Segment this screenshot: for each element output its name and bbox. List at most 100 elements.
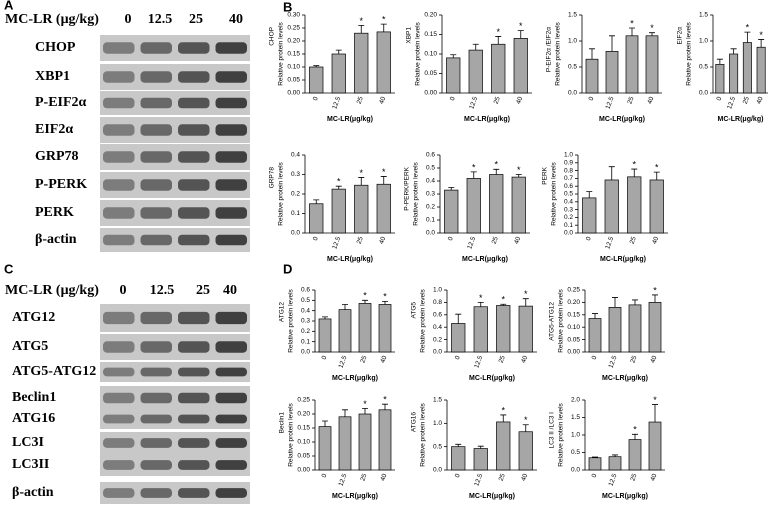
x-axis-label: MC-LR(μg/kg)	[469, 493, 515, 500]
error-bar	[517, 30, 524, 39]
blot-strip	[100, 409, 250, 429]
y-tick-label: 0.25	[297, 397, 310, 404]
y-tick-label: 0.15	[424, 31, 437, 38]
blot-band	[178, 151, 210, 163]
y-tick-label: 0.5	[426, 165, 435, 172]
bar	[585, 58, 599, 94]
bar	[605, 51, 619, 94]
bar	[354, 32, 369, 94]
significance: *	[359, 168, 363, 178]
y-axis-label: Relative protein levels	[555, 21, 562, 85]
error-bar	[586, 191, 593, 198]
significance: *	[359, 16, 363, 26]
blot-band	[103, 151, 135, 163]
bar	[518, 431, 533, 471]
blot-band	[103, 179, 135, 191]
bar	[648, 421, 662, 471]
y-tick-label: 0.6	[426, 152, 435, 159]
x-tick-label: 25	[626, 96, 635, 106]
error-bar	[477, 302, 484, 307]
x-tick-label: 0	[449, 96, 457, 102]
y-tick-label: 0.3	[291, 171, 300, 178]
x-tick-label: 12.5	[331, 96, 342, 111]
y-tick-label: 0.8	[564, 167, 573, 174]
dose-label: 12.5	[150, 283, 175, 298]
error-bar	[515, 174, 522, 178]
blot-row-label: ATG5	[12, 339, 48, 354]
blot-band	[103, 234, 135, 246]
blot-row-label: LC3I	[12, 435, 44, 450]
x-tick-label: 0	[321, 473, 329, 479]
bar	[582, 197, 597, 234]
y-axis-label: Relative protein levels	[288, 402, 295, 466]
error-bar	[362, 408, 368, 414]
blot-band	[215, 488, 247, 498]
blot-band	[178, 42, 210, 54]
x-tick-label: 40	[651, 236, 660, 246]
blot-row-label: PERK	[35, 205, 74, 220]
x-tick-label: 40	[520, 473, 529, 483]
y-tick-label: 2.0	[571, 397, 580, 404]
y-tick-label: 0.20	[424, 12, 437, 19]
bar	[491, 43, 506, 94]
bar	[376, 183, 391, 234]
error-bar	[716, 58, 723, 65]
error-bar	[612, 454, 618, 457]
dose-label: 12.5	[148, 12, 173, 27]
chart-title: PERK	[542, 166, 549, 184]
y-tick-label: 0.6	[564, 183, 573, 190]
y-tick-label: 0.20	[287, 38, 300, 45]
y-tick-label: 0.30	[287, 12, 300, 19]
error-bar	[380, 176, 387, 185]
blot-band	[103, 438, 135, 448]
x-tick-label: 12.5	[473, 355, 484, 370]
bar	[588, 318, 602, 353]
bar	[338, 309, 352, 353]
error-bar	[609, 35, 615, 52]
blot-band	[178, 341, 210, 353]
y-tick-label: 0.0	[571, 467, 580, 474]
blot-band	[178, 179, 210, 191]
y-tick-label: 1.0	[564, 152, 573, 159]
x-axis-label: MC-LR(μg/kg)	[332, 493, 378, 500]
bar	[376, 31, 391, 94]
x-tick-label: 0	[312, 96, 320, 102]
y-tick-label: 1.0	[568, 38, 577, 45]
y-tick-label: 0.05	[424, 70, 437, 77]
y-tick-label: 0.4	[301, 307, 310, 314]
bar	[309, 203, 324, 234]
bar	[513, 38, 528, 94]
y-tick-label: 0.0	[433, 467, 442, 474]
y-tick-label: 0.5	[433, 443, 442, 450]
y-tick-label: 0.8	[433, 299, 442, 306]
error-bar	[322, 420, 328, 427]
x-tick-label: 12.5	[338, 473, 349, 488]
bar	[511, 176, 526, 234]
blot-row-label: ATG12	[12, 310, 55, 325]
blot-band	[215, 460, 247, 470]
x-tick-label: 0	[716, 96, 724, 102]
blot-band	[215, 97, 247, 109]
bar	[628, 439, 642, 471]
bar	[466, 178, 481, 234]
significance: *	[633, 425, 637, 435]
blot-header: MC-LR (μg/kg)	[5, 283, 99, 298]
significance: *	[650, 23, 654, 33]
y-axis-label: Relative protein levels	[686, 21, 693, 85]
chart-title: Beclin1	[279, 412, 286, 434]
error-bar	[335, 185, 342, 190]
x-tick-label: 12.5	[608, 473, 619, 488]
error-bar	[448, 187, 455, 191]
y-axis-label: Relative protein levels	[420, 288, 427, 352]
blot-band	[140, 207, 172, 219]
x-tick-label: 12.5	[466, 236, 477, 251]
blot-strip	[100, 362, 250, 382]
chart-title: EIF2α	[677, 27, 684, 45]
bar	[309, 66, 324, 94]
significance: *	[524, 415, 528, 425]
blot-band	[178, 392, 210, 404]
error-bar	[470, 171, 477, 179]
x-tick-label: 40	[756, 96, 765, 106]
error-bar	[493, 168, 500, 175]
blot-band	[103, 42, 135, 54]
